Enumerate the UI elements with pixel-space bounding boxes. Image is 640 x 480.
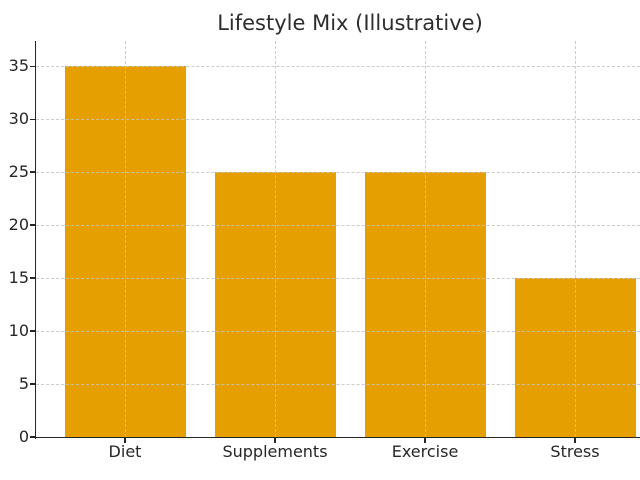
y-gridline-30 bbox=[36, 118, 640, 120]
bottom-spine bbox=[34, 436, 640, 439]
y-gridline-10 bbox=[36, 330, 640, 332]
y-axis-tick-label: 15 bbox=[8, 268, 29, 288]
x-tick-mark-stress bbox=[574, 438, 576, 443]
y-tick-mark-25 bbox=[29, 171, 35, 174]
y-tick-mark-35 bbox=[29, 65, 35, 68]
y-tick-mark-30 bbox=[29, 118, 35, 121]
x-gridline-exercise bbox=[424, 41, 426, 437]
y-gridline-35 bbox=[36, 65, 640, 67]
y-tick-mark-5 bbox=[29, 383, 35, 385]
y-axis-tick-label: 20 bbox=[8, 215, 29, 235]
x-gridline-diet bbox=[124, 41, 126, 437]
y-axis-tick-label: 10 bbox=[8, 321, 29, 341]
y-tick-mark-15 bbox=[29, 277, 35, 279]
y-axis-tick-label: 0 bbox=[18, 427, 29, 446]
x-axis-category-label: Exercise bbox=[391, 442, 459, 461]
x-gridline-stress bbox=[574, 41, 576, 437]
chart-title: Lifestyle Mix (Illustrative) bbox=[217, 11, 483, 35]
x-axis-category-label: Diet bbox=[108, 442, 142, 461]
left-spine bbox=[34, 41, 37, 439]
y-gridline-25 bbox=[36, 171, 640, 173]
y-axis-tick-label: 30 bbox=[8, 109, 29, 129]
y-tick-mark-0 bbox=[29, 436, 35, 438]
x-axis-category-label: Stress bbox=[550, 442, 600, 461]
x-tick-mark-exercise bbox=[424, 438, 426, 443]
y-axis-tick-label: 35 bbox=[8, 56, 29, 76]
y-gridline-15 bbox=[36, 277, 640, 279]
y-tick-mark-10 bbox=[29, 330, 35, 332]
y-tick-mark-20 bbox=[29, 224, 35, 227]
x-tick-mark-supplements bbox=[274, 438, 276, 443]
x-gridline-supplements bbox=[274, 41, 276, 437]
y-axis-tick-label: 5 bbox=[18, 374, 29, 394]
x-axis-category-label: Supplements bbox=[222, 442, 328, 461]
y-axis-tick-label: 25 bbox=[8, 162, 29, 182]
y-gridline-5 bbox=[36, 383, 640, 385]
y-gridline-20 bbox=[36, 224, 640, 226]
x-tick-mark-diet bbox=[124, 438, 126, 443]
